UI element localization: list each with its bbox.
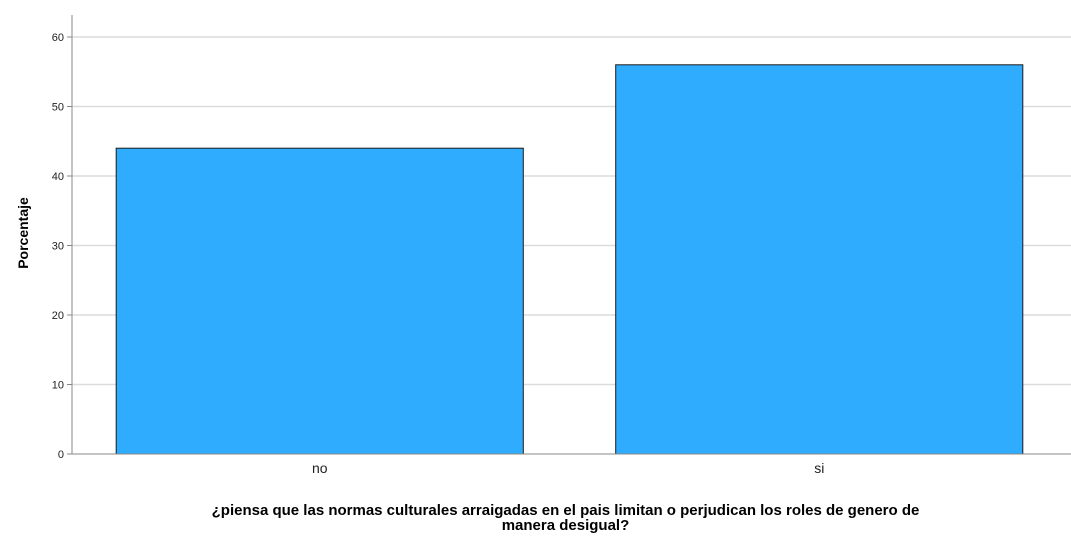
y-tick-label: 20 [52, 310, 64, 322]
x-tick-label-si: si [814, 460, 824, 476]
bar-chart: 0 10 20 30 40 50 60 no si Porcentaje [15, 15, 1071, 476]
x-tick-label-no: no [312, 460, 328, 476]
y-axis-title: Porcentaje [15, 197, 31, 269]
bar-no [115, 147, 524, 455]
y-tick-label: 60 [52, 32, 64, 44]
bar-si [615, 64, 1024, 455]
x-tick-labels: no si [312, 460, 824, 476]
x-axis-title: ¿piensa que las normas culturales arraig… [60, 503, 1071, 533]
y-tick-label: 10 [52, 380, 64, 392]
y-tick-label: 30 [52, 241, 64, 253]
x-axis-title-line-1: ¿piensa que las normas culturales arraig… [211, 502, 920, 519]
y-tick-label: 50 [52, 102, 64, 114]
y-tick-label: 0 [58, 449, 64, 461]
y-tick-labels: 0 10 20 30 40 50 60 [52, 32, 72, 461]
bars [115, 64, 1024, 455]
y-tick-label: 40 [52, 171, 64, 183]
x-axis-title-line-2: manera desigual? [501, 517, 630, 534]
